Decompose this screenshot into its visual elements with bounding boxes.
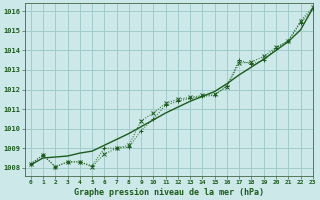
X-axis label: Graphe pression niveau de la mer (hPa): Graphe pression niveau de la mer (hPa)	[74, 188, 264, 197]
